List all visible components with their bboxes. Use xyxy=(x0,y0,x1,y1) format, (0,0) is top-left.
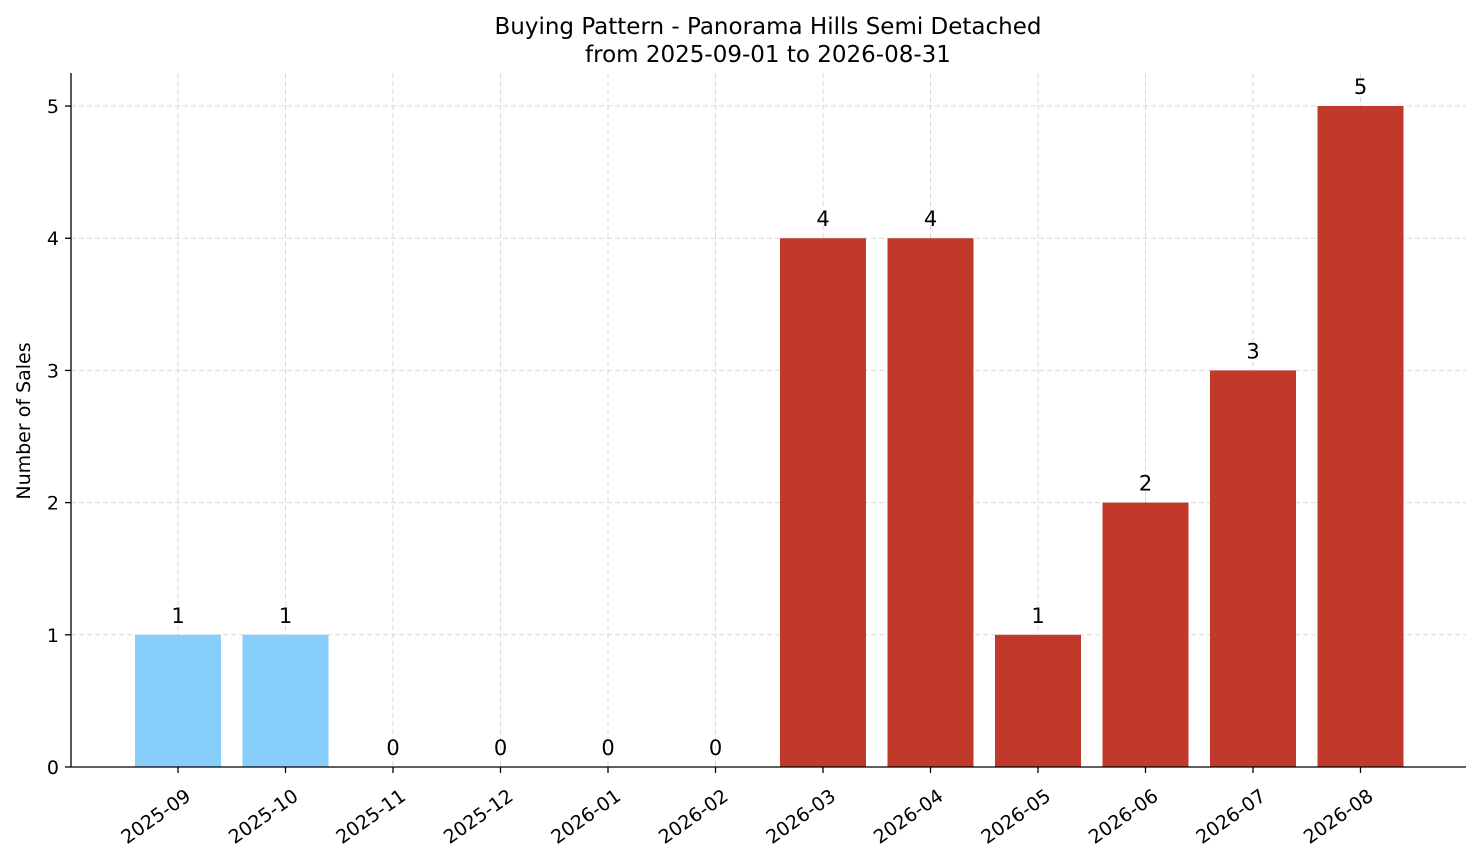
bar xyxy=(1102,502,1189,767)
bar xyxy=(1317,106,1404,768)
bar-value-label: 1 xyxy=(171,604,184,628)
x-tick-label: 2025-12 xyxy=(440,785,518,849)
x-tick-label: 2026-03 xyxy=(762,785,840,849)
bar-value-label: 1 xyxy=(279,604,292,628)
x-tick-label: 2026-02 xyxy=(655,785,733,849)
x-tick-label: 2026-06 xyxy=(1085,785,1163,849)
bar-value-label: 4 xyxy=(816,207,829,231)
bar-value-label: 0 xyxy=(494,736,507,760)
bar xyxy=(780,238,866,767)
chart-title: Buying Pattern - Panorama Hills Semi Det… xyxy=(494,14,1041,40)
x-tick-label: 2025-09 xyxy=(117,785,195,849)
x-tick-label: 2026-07 xyxy=(1192,785,1270,849)
x-tick-label: 2026-08 xyxy=(1300,785,1378,849)
label-layer: 1 1 0 0 0 0 4 4 1 2 3 5 xyxy=(171,75,1367,760)
chart-subtitle: from 2025-09-01 to 2026-08-31 xyxy=(585,42,951,68)
bar-value-label: 0 xyxy=(709,736,722,760)
bar-value-label: 1 xyxy=(1031,604,1044,628)
y-axis-label: Number of Sales xyxy=(13,342,35,499)
x-tick-label: 2025-11 xyxy=(332,785,410,849)
bar-value-label: 2 xyxy=(1139,472,1152,496)
y-tick-label: 5 xyxy=(47,96,59,118)
y-tick-label: 2 xyxy=(47,493,59,515)
y-tick-label: 3 xyxy=(47,360,59,382)
y-tick-label: 1 xyxy=(47,625,59,647)
x-tick-label: 2025-10 xyxy=(225,785,303,849)
bar xyxy=(887,238,974,767)
bar xyxy=(1210,370,1296,767)
x-tick-label: 2026-04 xyxy=(870,785,948,849)
y-tick-label: 0 xyxy=(47,757,59,779)
x-tick-label: 2026-05 xyxy=(977,785,1055,849)
x-tick-label: 2026-01 xyxy=(547,785,625,849)
bar xyxy=(242,634,329,767)
bar-value-label: 4 xyxy=(924,207,937,231)
bar-layer xyxy=(135,106,1404,768)
bar-value-label: 5 xyxy=(1354,75,1367,99)
bar-value-label: 3 xyxy=(1246,339,1259,363)
bar-value-label: 0 xyxy=(601,736,614,760)
bar xyxy=(995,634,1081,767)
bar xyxy=(135,634,221,767)
bar-value-label: 0 xyxy=(386,736,399,760)
y-tick-label: 4 xyxy=(47,228,59,250)
